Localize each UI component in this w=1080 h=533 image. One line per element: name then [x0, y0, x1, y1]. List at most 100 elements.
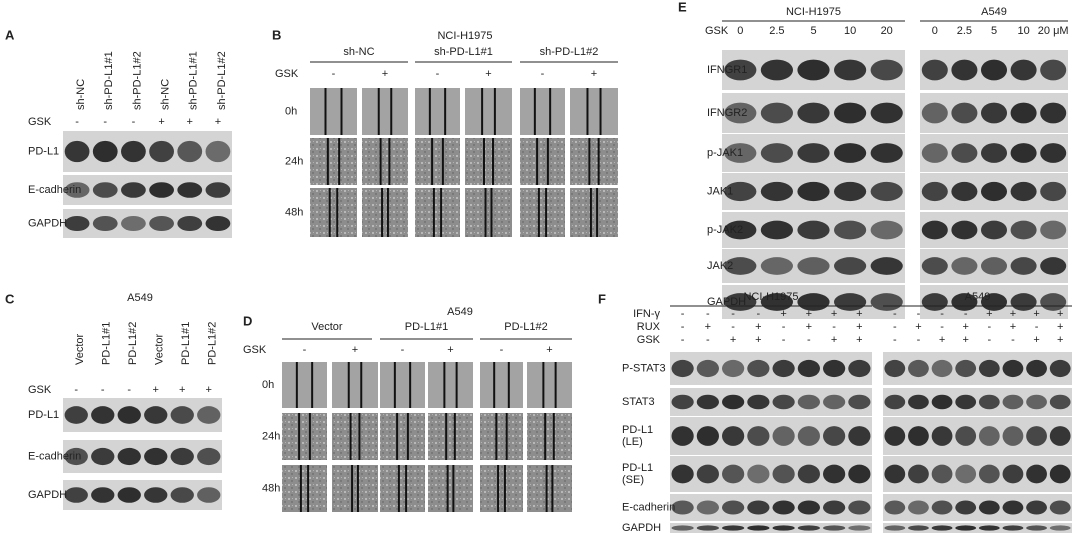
scratch-image: [480, 413, 523, 460]
band: [724, 143, 757, 163]
treatment-sign: -: [987, 334, 991, 346]
scratch-image: [570, 88, 618, 135]
scratch-image: [520, 138, 565, 185]
band: [747, 500, 770, 515]
band: [1010, 102, 1037, 124]
gsk-sign: -: [541, 68, 545, 80]
treatment-sign: -: [987, 321, 991, 333]
band: [92, 215, 118, 232]
lane-label: sh-PD-L1#1: [103, 51, 115, 110]
scratch-image: [310, 138, 357, 185]
band: [724, 181, 757, 202]
gsk-label: GSK: [28, 116, 52, 128]
band: [955, 426, 977, 446]
treatment-sign: -: [1035, 321, 1039, 333]
band: [144, 447, 168, 466]
lane-label: sh-PD-L1#2: [216, 51, 228, 110]
band: [671, 359, 694, 378]
band: [722, 394, 745, 410]
gsk-sign: -: [74, 384, 78, 396]
scratch-image: [415, 138, 460, 185]
treatment-sign: +: [831, 308, 837, 320]
band: [848, 394, 871, 410]
lane-label: sh-PD-L1#2: [131, 51, 143, 110]
blot-label: (SE): [622, 474, 644, 486]
scratch-image: [527, 413, 572, 460]
band: [951, 181, 978, 202]
scratch-image: [527, 362, 572, 408]
gsk-sign: -: [401, 344, 405, 356]
scratch-image: [428, 413, 473, 460]
blot-label: PD-L1: [28, 409, 59, 421]
gsk-label: GSK: [705, 25, 729, 37]
band: [978, 359, 1000, 378]
band: [1040, 59, 1067, 81]
dose-label: 10: [1017, 25, 1029, 37]
band: [722, 359, 745, 378]
group-label: sh-PD-L1#2: [540, 46, 599, 58]
band: [955, 394, 977, 410]
treatment-sign: +: [1057, 321, 1063, 333]
time-label: 0h: [285, 105, 297, 117]
lane-label: Vector: [154, 333, 166, 365]
band: [1026, 394, 1047, 410]
band: [64, 140, 90, 163]
band: [1040, 102, 1067, 124]
dose-label: 10: [844, 25, 856, 37]
band: [921, 143, 948, 163]
blot-label: GAPDH: [28, 217, 67, 229]
cell-line: A549: [127, 292, 153, 304]
band: [121, 182, 146, 198]
blot-label: PD-L1: [622, 462, 653, 474]
band: [1002, 500, 1024, 515]
dose-label: 0: [737, 25, 743, 37]
band: [1049, 394, 1071, 410]
blot-label: GAPDH: [707, 296, 746, 308]
lane-label: sh-PD-L1#1: [188, 51, 200, 110]
scratch-image: [570, 138, 618, 185]
band: [951, 59, 978, 81]
blot-label: E-cadherin: [28, 450, 81, 462]
band: [884, 464, 906, 484]
band: [833, 143, 867, 163]
treatment-sign: -: [917, 308, 921, 320]
band: [724, 257, 757, 275]
blot-background: [63, 440, 222, 473]
band: [797, 500, 820, 515]
treatment-sign: -: [681, 321, 685, 333]
dose-label: 20: [881, 25, 893, 37]
band: [1010, 143, 1037, 163]
band: [848, 426, 871, 446]
band: [980, 143, 1008, 163]
scratch-image: [380, 465, 425, 512]
group-label: PD-L1#1: [405, 321, 448, 333]
band: [797, 426, 820, 446]
band: [1040, 220, 1067, 240]
blot-label: (LE): [622, 436, 643, 448]
band: [671, 464, 694, 484]
band: [64, 447, 88, 466]
treatment-sign: +: [962, 321, 968, 333]
time-label: 24h: [262, 430, 280, 442]
gsk-sign: +: [179, 384, 185, 396]
band: [760, 181, 794, 202]
band: [747, 394, 770, 410]
treatment-sign: +: [780, 308, 786, 320]
band: [205, 182, 231, 198]
blot-label: E-cadherin: [622, 501, 675, 513]
treatment-sign: +: [1057, 334, 1063, 346]
band: [931, 464, 953, 484]
blot-background: [63, 209, 232, 238]
band: [772, 525, 795, 531]
scratch-image: [310, 88, 357, 135]
band: [980, 181, 1008, 202]
band: [884, 394, 906, 410]
band: [722, 525, 745, 531]
band: [797, 102, 830, 124]
band: [1040, 181, 1067, 202]
cell-line: NCI-H1975: [786, 6, 841, 18]
band: [908, 525, 929, 531]
band: [747, 464, 770, 484]
band: [823, 464, 846, 484]
treatment-sign: -: [940, 308, 944, 320]
